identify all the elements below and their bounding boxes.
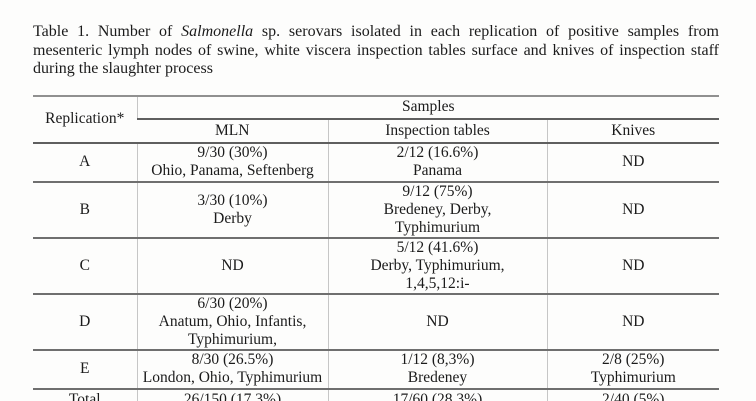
cell-line: 3/30 (10%)	[197, 191, 268, 209]
total-mln-cell: 26/150 (17.3%)	[136, 388, 328, 401]
inspection-tables-cell: ND	[327, 293, 547, 351]
column-header-mln: MLN	[137, 118, 328, 144]
cell-line: Ohio, Panama, Seftenberg	[151, 162, 314, 179]
cell-line: Derby, Typhimurium,	[370, 256, 505, 274]
table-row-d: D 6/30 (20%) Anatum, Ohio, Infantis, Typ…	[33, 293, 720, 351]
cell-line: 1,4,5,12:i-	[405, 274, 470, 292]
knives-cell: ND	[546, 142, 720, 183]
table-row-total: Total 26/150 (17.3%) 17/60 (28.3%) 2/40 …	[33, 388, 720, 401]
cell-line: Derby	[213, 209, 252, 227]
replication-cell: D	[33, 293, 137, 351]
table-row-c: C ND 5/12 (41.6%) Derby, Typhimurium, 1,…	[33, 237, 720, 295]
table-row-b: B 3/30 (10%) Derby 9/12 (75%) Bredeney, …	[33, 181, 720, 239]
knives-cell: ND	[546, 237, 720, 295]
knives-cell: ND	[546, 181, 720, 239]
caption-genus-italic: Salmonella	[181, 23, 254, 40]
cell-line: 2/12 (16.6%)	[396, 144, 479, 161]
inspection-tables-cell: 1/12 (8,3%) Bredeney	[327, 349, 547, 390]
column-header-replication: Replication*	[33, 95, 137, 144]
cell-line: 6/30 (20%)	[197, 294, 268, 312]
salmonella-serovars-table: Replication* Samples MLN Inspection tabl…	[33, 94, 720, 401]
total-knives-cell: 2/40 (5%)	[546, 388, 720, 401]
replication-cell: B	[33, 181, 137, 239]
column-header-inspection-tables: Inspection tables	[327, 118, 547, 144]
cell-line: Typhimurium	[590, 369, 676, 386]
cell-line: Bredeney	[407, 369, 468, 386]
mln-cell: 3/30 (10%) Derby	[136, 181, 328, 239]
total-label-cell: Total	[68, 390, 101, 401]
inspection-tables-cell: 9/12 (75%) Bredeney, Derby, Typhimurium	[327, 181, 547, 239]
header-row-samples: Replication* Samples	[33, 95, 720, 144]
cell-line: London, Ohio, Typhimurium	[142, 369, 323, 386]
cell-line: Typhimurium	[394, 218, 481, 236]
table-header: Replication* Samples MLN Inspection tabl…	[33, 95, 720, 144]
mln-cell: 6/30 (20%) Anatum, Ohio, Infantis, Typhi…	[136, 293, 328, 351]
total-inspection-tables-cell: 17/60 (28.3%)	[327, 388, 547, 401]
column-header-samples: Samples	[136, 95, 720, 120]
mln-cell: 8/30 (26.5%) London, Ohio, Typhimurium	[136, 349, 328, 390]
table-row-a: A 9/30 (30%) Ohio, Panama, Seftenberg 2/…	[33, 142, 720, 183]
table-row-e: E 8/30 (26.5%) London, Ohio, Typhimurium…	[33, 349, 720, 390]
table-body: A 9/30 (30%) Ohio, Panama, Seftenberg 2/…	[33, 142, 720, 401]
mln-cell: 9/30 (30%) Ohio, Panama, Seftenberg	[136, 142, 328, 183]
replication-cell: A	[33, 142, 137, 183]
cell-line: Typhimurium,	[188, 330, 277, 348]
header-row-sample-types: MLN Inspection tables Knives	[33, 118, 720, 144]
knives-cell: 2/8 (25%) Typhimurium	[546, 349, 720, 390]
replication-cell: E	[33, 349, 137, 390]
inspection-tables-cell: 5/12 (41.6%) Derby, Typhimurium, 1,4,5,1…	[327, 237, 547, 295]
cell-line: Bredeney, Derby,	[383, 200, 492, 218]
cell-line: 9/30 (30%)	[197, 144, 268, 161]
cell-line: Panama	[412, 162, 463, 179]
cell-line: 2/8 (25%)	[602, 351, 665, 368]
knives-cell: ND	[546, 293, 720, 351]
cell-line: Anatum, Ohio, Infantis,	[158, 312, 307, 330]
caption-prefix: Table 1. Number of	[33, 23, 182, 40]
caption-suffix: sp. serovars isolated in each replicatio…	[33, 23, 719, 77]
mln-cell: ND	[136, 237, 328, 295]
cell-line: 1/12 (8,3%)	[400, 351, 475, 368]
column-header-knives: Knives	[546, 118, 720, 144]
replication-cell: C	[33, 237, 137, 295]
cell-line: 5/12 (41.6%)	[396, 238, 479, 256]
cell-line: 8/30 (26.5%)	[191, 351, 274, 368]
inspection-tables-cell: 2/12 (16.6%) Panama	[327, 142, 547, 183]
cell-line: 9/12 (75%)	[402, 182, 473, 200]
table-caption: Table 1. Number of Salmonella sp. serova…	[33, 23, 719, 79]
